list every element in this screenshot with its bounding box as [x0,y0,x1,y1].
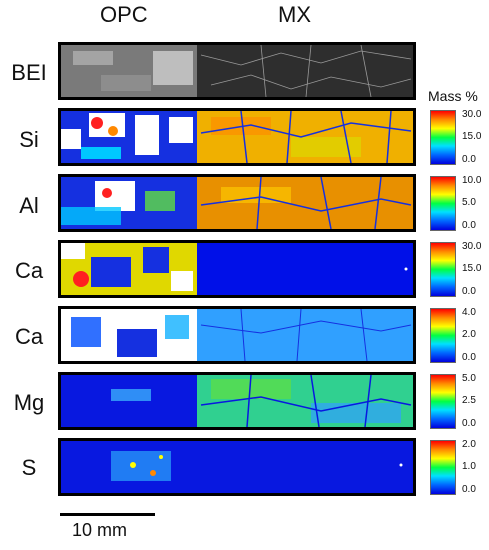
colorbar-title: Mass % [428,88,478,104]
row-label-mg: Mg [13,390,45,415]
si-colorbar [430,110,456,165]
si-map-strip [58,108,416,166]
mg-colorbar [430,374,456,429]
ca-tick-max: 30.0 [462,241,482,252]
bei-image-strip [58,42,416,100]
s-tick-max: 2.0 [462,439,476,450]
row-label-ca: Ca [14,258,44,283]
mg-tick-min: 0.0 [462,418,476,429]
ca-colorbar [430,242,456,297]
ca-low-tick-max: 4.0 [462,307,476,318]
row-label-bei: BEI [11,60,47,85]
ca-low-map-strip [58,306,416,364]
al-map-strip [58,174,416,232]
ca-map-strip [58,240,416,298]
mg-map-strip [58,372,416,430]
ca-low-tick-min: 0.0 [462,352,476,363]
row-label-ca-2: Ca [14,324,44,349]
ca-low-tick-mid: 2.0 [462,329,476,340]
si-tick-max: 30.0 [462,109,482,120]
scale-bar [60,513,155,516]
al-tick-mid: 5.0 [462,197,476,208]
s-tick-min: 0.0 [462,484,476,495]
row-label-s: S [21,455,37,480]
s-tick-mid: 1.0 [462,461,476,472]
row-label-si: Si [19,127,39,152]
si-tick-mid: 15.0 [462,131,482,142]
row-label-al: Al [19,193,39,218]
si-tick-min: 0.0 [462,154,476,165]
mg-tick-max: 5.0 [462,373,476,384]
ca-tick-min: 0.0 [462,286,476,297]
al-tick-max: 10.0 [462,175,482,186]
al-tick-min: 0.0 [462,220,476,231]
mg-tick-mid: 2.5 [462,395,476,406]
s-map-strip [58,438,416,496]
s-colorbar [430,440,456,495]
column-heading-opc: OPC [100,2,148,27]
scale-bar-label: 10 mm [72,520,128,540]
ca-low-colorbar [430,308,456,363]
al-colorbar [430,176,456,231]
ca-tick-mid: 15.0 [462,263,482,274]
column-heading-mx: MX [278,2,311,27]
